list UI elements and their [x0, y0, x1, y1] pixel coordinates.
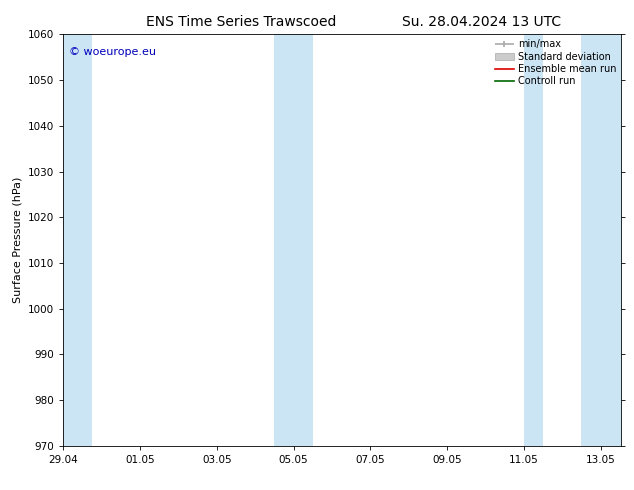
Bar [581, 34, 621, 446]
Text: ENS Time Series Trawscoed: ENS Time Series Trawscoed [146, 15, 336, 29]
Bar [294, 34, 313, 446]
Bar [275, 34, 294, 446]
Bar [524, 34, 543, 446]
Title: ENS Time Series Trawscoed        Su. 28.04.2024 13 UTC: ENS Time Series Trawscoed Su. 28.04.2024… [0, 489, 1, 490]
Text: © woeurope.eu: © woeurope.eu [69, 47, 156, 57]
Bar [63, 34, 92, 446]
Legend: min/max, Standard deviation, Ensemble mean run, Controll run: min/max, Standard deviation, Ensemble me… [493, 37, 618, 88]
Y-axis label: Surface Pressure (hPa): Surface Pressure (hPa) [13, 177, 23, 303]
Text: Su. 28.04.2024 13 UTC: Su. 28.04.2024 13 UTC [403, 15, 561, 29]
